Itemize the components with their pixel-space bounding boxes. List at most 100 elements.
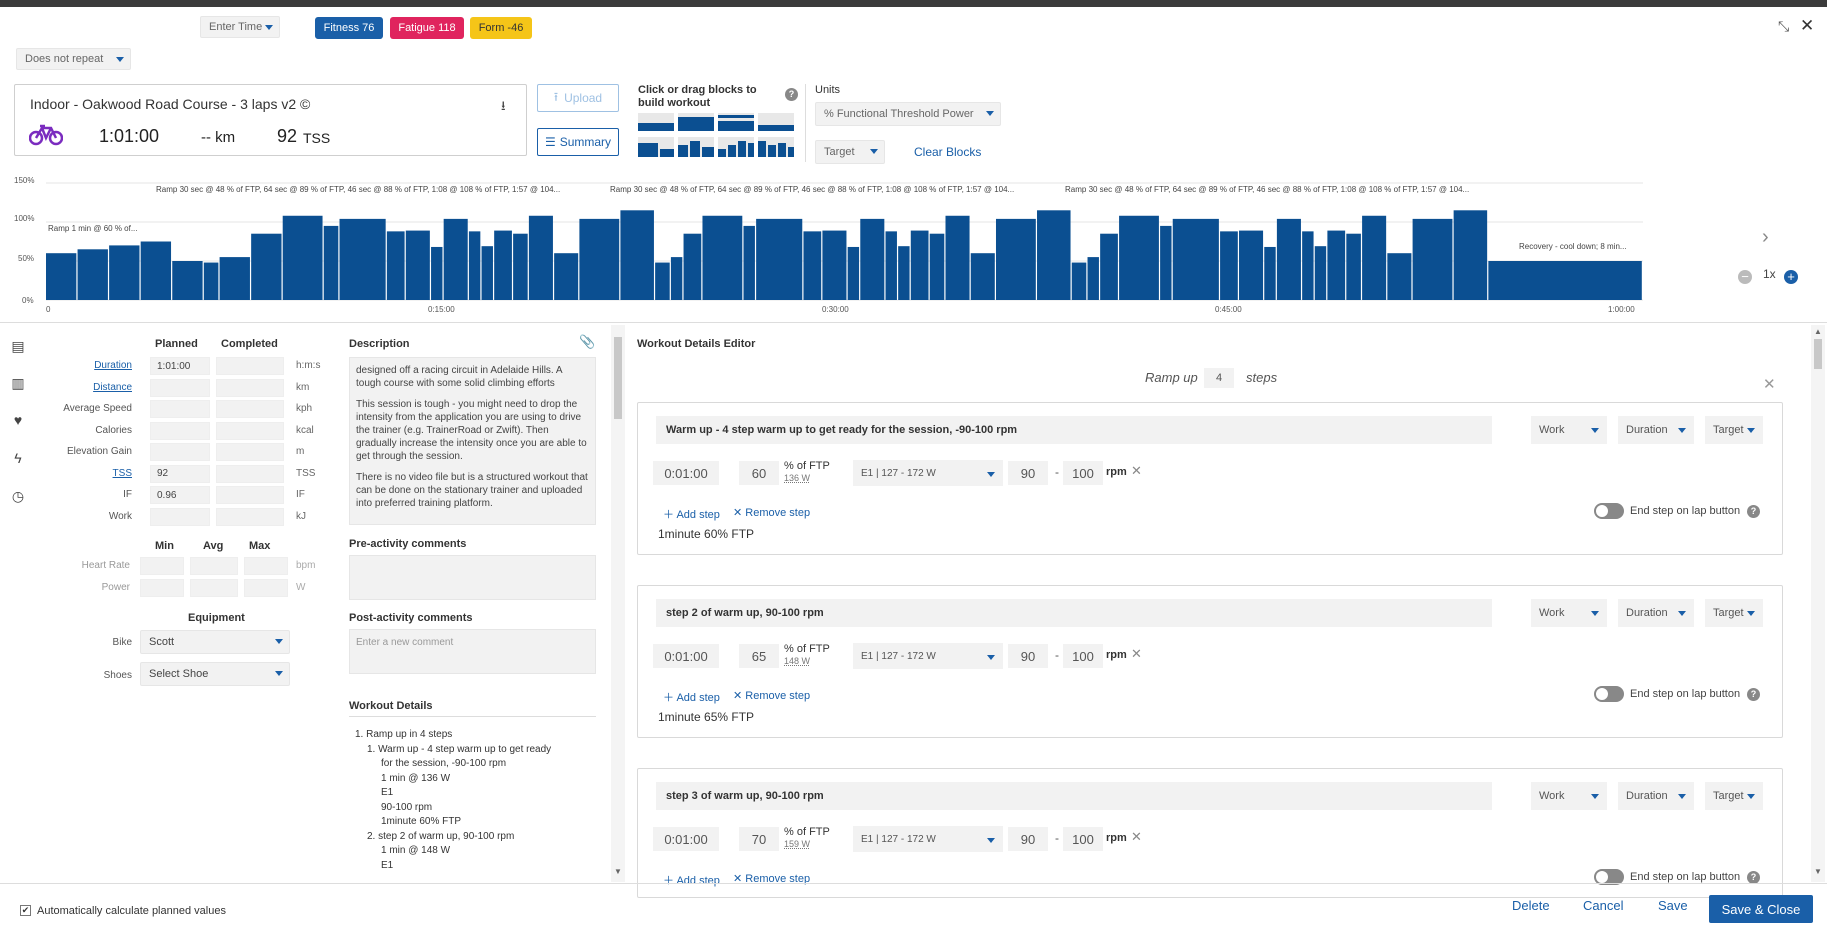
metric-label[interactable]: Distance — [93, 381, 132, 393]
power-min-field[interactable] — [140, 579, 184, 597]
close-icon[interactable]: ✕ — [1800, 16, 1815, 35]
cancel-button[interactable]: Cancel — [1583, 898, 1624, 913]
power-avg-field[interactable] — [190, 579, 238, 597]
help-icon[interactable]: ? — [1747, 505, 1760, 518]
repeat-dropdown[interactable]: Does not repeat — [16, 48, 131, 70]
step-duration-input[interactable]: 0:01:00 — [653, 461, 719, 485]
units-dropdown[interactable]: % Functional Threshold Power — [815, 102, 1001, 126]
completed-value-field[interactable] — [216, 486, 284, 504]
paperclip-icon[interactable]: 📎 — [579, 334, 596, 349]
block-palette-graphic[interactable] — [638, 113, 798, 159]
rpm-high-input[interactable]: 100 — [1063, 461, 1103, 485]
ftp-percent-input[interactable]: 70 — [739, 827, 779, 851]
bike-dropdown[interactable]: Scott — [140, 630, 290, 654]
clear-cadence-icon[interactable]: ✕ — [1131, 463, 1142, 478]
duration-type-dropdown[interactable]: Duration — [1618, 782, 1694, 810]
target-type-dropdown[interactable]: Target — [1705, 599, 1763, 627]
help-icon[interactable]: ? — [1747, 688, 1760, 701]
heart-icon[interactable]: ♥ — [13, 412, 23, 428]
post-activity-textarea[interactable]: Enter a new comment — [349, 629, 596, 674]
step-type-dropdown[interactable]: Work — [1531, 416, 1607, 444]
planned-value-field[interactable]: 1:01:00 — [150, 357, 210, 375]
pre-activity-textarea[interactable] — [349, 555, 596, 600]
completed-value-field[interactable] — [216, 507, 284, 526]
lap-button-toggle[interactable] — [1594, 869, 1624, 885]
completed-value-field[interactable] — [216, 357, 284, 375]
remove-step-button[interactable]: ✕ Remove step — [733, 689, 810, 702]
planned-value-field[interactable]: 92 — [150, 464, 210, 483]
rpm-low-input[interactable]: 90 — [1008, 461, 1048, 485]
hr-max-field[interactable] — [244, 557, 288, 575]
scroll-down-icon[interactable]: ▼ — [614, 867, 622, 876]
add-step-button[interactable]: ＋ Add step — [663, 506, 720, 522]
step-duration-input[interactable]: 0:01:00 — [653, 644, 719, 668]
step-title-input[interactable]: step 2 of warm up, 90-100 rpm — [656, 599, 1492, 627]
hr-avg-field[interactable] — [190, 557, 238, 575]
delete-button[interactable]: Delete — [1512, 898, 1550, 913]
help-icon[interactable]: ? — [785, 88, 798, 101]
shoes-dropdown[interactable]: Select Shoe — [140, 662, 290, 686]
clear-cadence-icon[interactable]: ✕ — [1131, 829, 1142, 844]
duration-type-dropdown[interactable]: Duration — [1618, 416, 1694, 444]
power-max-field[interactable] — [244, 579, 288, 597]
enter-time-dropdown[interactable]: Enter Time — [200, 16, 280, 38]
target-type-dropdown[interactable]: Target — [1705, 416, 1763, 444]
remove-step-button[interactable]: ✕ Remove step — [733, 872, 810, 885]
auto-calc-checkbox[interactable]: ✔ — [20, 905, 31, 916]
completed-value-field[interactable] — [216, 443, 284, 461]
zone-dropdown[interactable]: E1 | 127 - 172 W — [853, 460, 1003, 486]
description-textarea[interactable]: designed off a racing circuit in Adelaid… — [349, 357, 596, 525]
clear-cadence-icon[interactable]: ✕ — [1131, 646, 1142, 661]
document-icon[interactable]: ▤ — [11, 338, 25, 354]
planned-value-field[interactable]: 0.96 — [150, 486, 210, 504]
remove-step-button[interactable]: ✕ Remove step — [733, 506, 810, 519]
step-title-input[interactable]: step 3 of warm up, 90-100 rpm — [656, 782, 1492, 810]
target-type-dropdown[interactable]: Target — [1705, 782, 1763, 810]
rpm-low-input[interactable]: 90 — [1008, 827, 1048, 851]
target-dropdown[interactable]: Target — [815, 140, 885, 164]
step-duration-input[interactable]: 0:01:00 — [653, 827, 719, 851]
ftp-percent-input[interactable]: 60 — [739, 461, 779, 485]
step-title-input[interactable]: Warm up - 4 step warm up to get ready fo… — [656, 416, 1492, 444]
rpm-high-input[interactable]: 100 — [1063, 827, 1103, 851]
metric-label[interactable]: TSS — [112, 467, 132, 479]
scrollbar[interactable]: ▼ — [611, 325, 625, 882]
completed-value-field[interactable] — [216, 400, 284, 418]
collapse-icon[interactable]: ⤡ — [1778, 18, 1790, 34]
ramp-steps-input[interactable]: 4 — [1204, 368, 1234, 388]
metric-label[interactable]: Duration — [94, 360, 132, 371]
planned-value-field[interactable] — [150, 507, 210, 526]
add-step-button[interactable]: ＋ Add step — [663, 689, 720, 705]
completed-value-field[interactable] — [216, 378, 284, 397]
scroll-down-icon[interactable]: ▼ — [1814, 867, 1822, 876]
zoom-in-icon[interactable]: + — [1784, 270, 1798, 284]
ftp-percent-input[interactable]: 65 — [739, 644, 779, 668]
planned-value-field[interactable] — [150, 421, 210, 440]
rpm-high-input[interactable]: 100 — [1063, 644, 1103, 668]
workout-chart[interactable]: 150% 100% 50% 0% Ramp 1 min @ 60 % of...… — [0, 170, 1827, 322]
upload-button[interactable]: ⭱ Upload — [537, 84, 619, 112]
planned-value-field[interactable] — [150, 378, 210, 397]
lap-button-toggle[interactable] — [1594, 686, 1624, 702]
chevron-right-icon[interactable]: › — [1762, 226, 1769, 248]
lightning-icon[interactable]: ϟ — [14, 450, 22, 466]
hr-min-field[interactable] — [140, 557, 184, 575]
step-type-dropdown[interactable]: Work — [1531, 782, 1607, 810]
save-close-button[interactable]: Save & Close — [1709, 895, 1813, 923]
scrollbar-thumb[interactable] — [1814, 339, 1822, 369]
help-icon[interactable]: ? — [1747, 871, 1760, 884]
bar-chart-icon[interactable]: ▥ — [11, 375, 25, 391]
scrollbar-thumb[interactable] — [614, 337, 622, 419]
zoom-out-icon[interactable]: − — [1738, 270, 1752, 284]
scroll-up-icon[interactable]: ▲ — [1814, 327, 1822, 336]
zone-dropdown[interactable]: E1 | 127 - 172 W — [853, 826, 1003, 852]
scrollbar[interactable]: ▲ ▼ — [1811, 325, 1825, 882]
zone-dropdown[interactable]: E1 | 127 - 172 W — [853, 643, 1003, 669]
save-button[interactable]: Save — [1658, 898, 1688, 913]
add-step-button[interactable]: ＋ Add step — [663, 872, 720, 888]
download-icon[interactable]: ⭳ — [501, 98, 506, 113]
close-repeat-icon[interactable]: ✕ — [1763, 376, 1776, 393]
completed-value-field[interactable] — [216, 464, 284, 483]
lap-button-toggle[interactable] — [1594, 503, 1624, 519]
clock-icon[interactable]: ◷ — [11, 488, 25, 504]
